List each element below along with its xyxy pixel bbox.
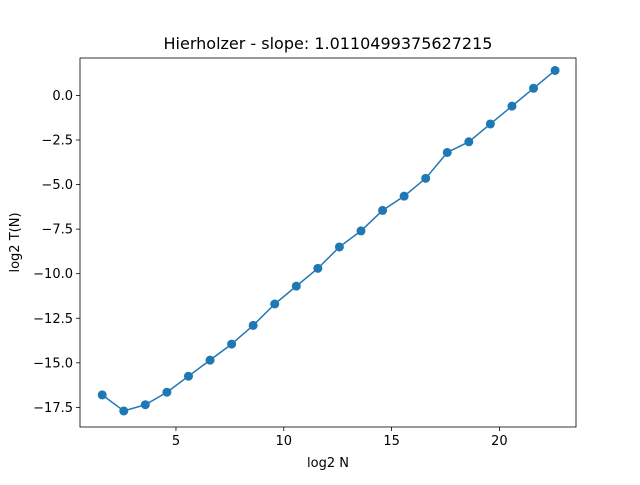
plot-frame [79,57,577,428]
data-point [270,299,280,309]
x-tick-label: 5 [172,434,180,449]
data-point [399,191,409,201]
data-point [550,65,560,75]
y-tick-label: −7.5 [41,223,73,238]
series-line [101,69,556,412]
data-point [507,101,517,111]
ticks-layer: 5 10 15 20 0.0 −2.5 −5.0 −7.5 −10.0 −12.5 −15.0 −17… [33,89,508,449]
x-tick-label: 10 [276,434,293,449]
y-tick-label: 0.0 [52,89,73,104]
data-point [529,83,539,93]
data-point [140,400,150,410]
data-point [205,355,215,365]
chart-title: Hierholzer - slope: 1.0110499375627215 [164,34,493,53]
data-point [183,371,193,381]
data-point [464,137,474,147]
y-tick-label: −17.5 [33,401,73,416]
y-tick-label: −15.0 [33,356,73,371]
data-point [313,263,323,273]
y-tick-label: −10.0 [33,267,73,282]
x-axis-label: log2 N [307,456,349,471]
data-point [227,339,237,349]
data-point [485,119,495,129]
plot-layer [97,65,560,416]
y-tick-label: −12.5 [33,312,73,327]
data-point [162,387,172,397]
data-point [248,320,258,330]
y-axis-label: log2 T(N) [8,212,23,272]
data-point [421,173,431,183]
data-point [291,281,301,291]
data-point [442,147,452,157]
x-tick-label: 15 [383,434,400,449]
data-point [97,390,107,400]
data-point [378,205,388,215]
data-point [356,226,366,236]
y-tick-label: −5.0 [41,178,73,193]
y-tick-label: −2.5 [41,134,73,149]
data-point [334,242,344,252]
x-tick-label: 20 [491,434,508,449]
data-point [119,406,129,416]
